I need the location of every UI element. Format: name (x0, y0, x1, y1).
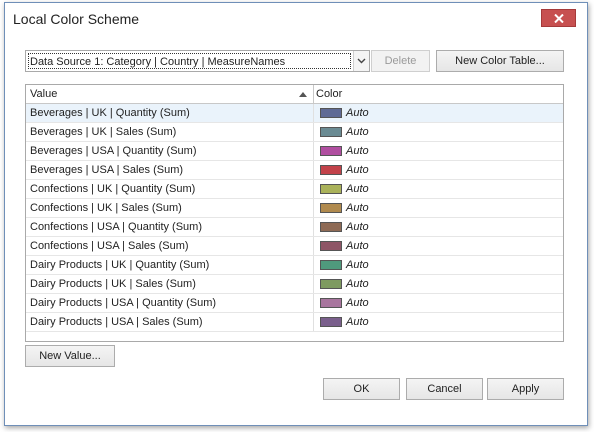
table-row[interactable]: Confections | USA | Quantity (Sum) Auto (26, 218, 563, 237)
row-value: Confections | UK | Sales (Sum) (26, 199, 314, 217)
table-row[interactable]: Beverages | USA | Quantity (Sum) Auto (26, 142, 563, 161)
color-swatch[interactable] (320, 127, 342, 137)
color-swatch[interactable] (320, 184, 342, 194)
apply-button[interactable]: Apply (487, 378, 564, 400)
row-value: Dairy Products | USA | Sales (Sum) (26, 313, 314, 331)
row-value: Beverages | UK | Quantity (Sum) (26, 104, 314, 122)
color-auto-label: Auto (346, 107, 369, 119)
grid-rows: Beverages | UK | Quantity (Sum) Auto Bever… (26, 104, 563, 332)
dropdown-button[interactable] (353, 51, 369, 71)
color-swatch[interactable] (320, 203, 342, 213)
sort-ascending-icon (299, 92, 307, 97)
grid-header: Value Color (26, 85, 563, 104)
row-value: Beverages | USA | Sales (Sum) (26, 161, 314, 179)
color-swatch[interactable] (320, 317, 342, 327)
row-value: Confections | USA | Sales (Sum) (26, 237, 314, 255)
ok-button[interactable]: OK (323, 378, 400, 400)
color-auto-label: Auto (346, 259, 369, 271)
row-value: Beverages | UK | Sales (Sum) (26, 123, 314, 141)
cancel-button[interactable]: Cancel (406, 378, 483, 400)
table-row[interactable]: Confections | UK | Quantity (Sum) Auto (26, 180, 563, 199)
close-icon (554, 14, 564, 23)
table-row[interactable]: Dairy Products | UK | Quantity (Sum) Auto (26, 256, 563, 275)
table-row[interactable]: Confections | UK | Sales (Sum) Auto (26, 199, 563, 218)
row-value: Beverages | USA | Quantity (Sum) (26, 142, 314, 160)
row-value: Dairy Products | UK | Quantity (Sum) (26, 256, 314, 274)
color-auto-label: Auto (346, 221, 369, 233)
table-row[interactable]: Beverages | USA | Sales (Sum) Auto (26, 161, 563, 180)
color-grid: Value Color Beverages | UK | Quantity (S… (25, 84, 564, 342)
color-swatch[interactable] (320, 146, 342, 156)
data-source-value: Data Source 1: Category | Country | Meas… (28, 53, 351, 69)
color-auto-label: Auto (346, 183, 369, 195)
local-color-scheme-dialog: Local Color Scheme Data Source 1: Catego… (4, 2, 588, 426)
table-row[interactable]: Beverages | UK | Sales (Sum) Auto (26, 123, 563, 142)
new-value-button[interactable]: New Value... (25, 345, 115, 367)
color-swatch[interactable] (320, 165, 342, 175)
color-column-header[interactable]: Color (316, 88, 343, 100)
color-auto-label: Auto (346, 278, 369, 290)
color-swatch[interactable] (320, 108, 342, 118)
color-swatch[interactable] (320, 222, 342, 232)
data-source-combo[interactable]: Data Source 1: Category | Country | Meas… (25, 50, 370, 72)
row-value: Dairy Products | USA | Quantity (Sum) (26, 294, 314, 312)
delete-button[interactable]: Delete (371, 50, 430, 72)
color-auto-label: Auto (346, 297, 369, 309)
color-auto-label: Auto (346, 126, 369, 138)
color-auto-label: Auto (346, 164, 369, 176)
color-swatch[interactable] (320, 298, 342, 308)
close-button[interactable] (541, 9, 576, 27)
chevron-down-icon (357, 58, 366, 64)
color-auto-label: Auto (346, 202, 369, 214)
color-swatch[interactable] (320, 279, 342, 289)
color-swatch[interactable] (320, 241, 342, 251)
row-value: Dairy Products | UK | Sales (Sum) (26, 275, 314, 293)
value-header-label: Value (30, 88, 58, 100)
table-row[interactable]: Confections | USA | Sales (Sum) Auto (26, 237, 563, 256)
table-row[interactable]: Dairy Products | USA | Sales (Sum) Auto (26, 313, 563, 332)
dialog-title: Local Color Scheme (13, 11, 140, 27)
color-auto-label: Auto (346, 240, 369, 252)
row-value: Confections | UK | Quantity (Sum) (26, 180, 314, 198)
value-column-header[interactable]: Value (26, 85, 314, 103)
color-auto-label: Auto (346, 316, 369, 328)
table-row[interactable]: Dairy Products | USA | Quantity (Sum) Aut… (26, 294, 563, 313)
color-auto-label: Auto (346, 145, 369, 157)
new-color-table-button[interactable]: New Color Table... (436, 50, 564, 72)
color-swatch[interactable] (320, 260, 342, 270)
table-row[interactable]: Dairy Products | UK | Sales (Sum) Auto (26, 275, 563, 294)
table-row[interactable]: Beverages | UK | Quantity (Sum) Auto (26, 104, 563, 123)
row-value: Confections | USA | Quantity (Sum) (26, 218, 314, 236)
